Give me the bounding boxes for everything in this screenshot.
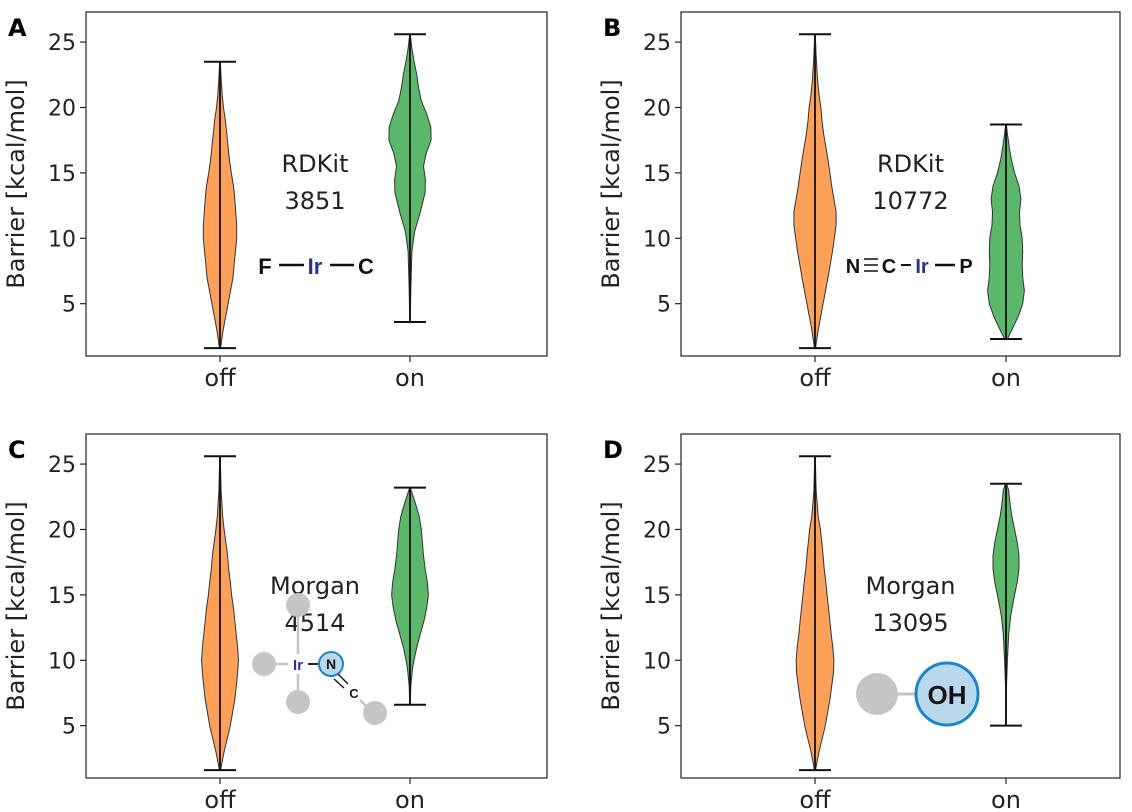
y-tick-label: 10 — [643, 227, 671, 252]
y-axis-label: Barrier [kcal/mol] — [2, 501, 30, 710]
neighbor-node — [363, 701, 387, 725]
y-tick-label: 15 — [643, 584, 671, 609]
y-tick-label: 15 — [48, 162, 76, 187]
y-tick-label: 25 — [643, 31, 671, 56]
x-tick-label-off: off — [204, 364, 236, 392]
y-tick-label: 10 — [48, 649, 76, 674]
structure-a: F Ir C — [258, 254, 374, 279]
plot-frame — [680, 11, 1121, 357]
panel-letter: A — [8, 14, 27, 42]
bond — [333, 678, 345, 689]
plot-frame — [85, 433, 548, 779]
panel-letter: D — [603, 436, 623, 464]
oh-node — [914, 661, 980, 727]
neighbor-node — [286, 593, 310, 617]
y-tick-label: 20 — [48, 518, 76, 543]
x-tick-label-on: on — [991, 364, 1021, 392]
y-tick-label: 15 — [48, 584, 76, 609]
fingerprint-type: RDKit — [282, 150, 349, 178]
atom-ir: Ir — [915, 256, 929, 278]
atom-c: C — [349, 686, 359, 701]
y-axis-label: Barrier [kcal/mol] — [597, 79, 625, 288]
atom-n-node — [318, 651, 344, 677]
atom-c: C — [882, 256, 896, 278]
y-tick-label: 5 — [62, 715, 76, 740]
atom-c: C — [358, 254, 374, 279]
y-axis-label: Barrier [kcal/mol] — [2, 79, 30, 288]
y-tick-label: 10 — [48, 227, 76, 252]
x-tick-label-on: on — [395, 364, 425, 392]
bond — [337, 673, 349, 685]
neighbor-node — [252, 652, 276, 676]
atom-p: P — [959, 256, 972, 278]
y-axis-label: Barrier [kcal/mol] — [597, 501, 625, 710]
y-tick-label: 20 — [643, 518, 671, 543]
x-tick-label-off: off — [799, 786, 831, 812]
neighbor-node — [856, 673, 898, 715]
x-tick-label-on: on — [991, 786, 1021, 812]
atom-n: N — [326, 656, 336, 672]
fingerprint-bit: 3851 — [284, 187, 345, 215]
y-tick-label: 25 — [643, 453, 671, 478]
fingerprint-bit: 13095 — [872, 609, 948, 637]
panel-letter: B — [603, 14, 621, 42]
x-tick-label-on: on — [395, 786, 425, 812]
panel-A: A Barrier [kcal/mol] 5 10 15 20 25 off on RDKit 38… — [2, 11, 548, 392]
y-tick-label: 5 — [62, 293, 76, 318]
atom-ir: Ir — [293, 657, 303, 674]
structure-c: Ir NC — [252, 593, 387, 725]
fingerprint-bit: 10772 — [872, 187, 948, 215]
plot-frame — [680, 433, 1121, 779]
x-tick-label-off: off — [799, 364, 831, 392]
panel-letter: C — [8, 436, 26, 464]
y-tick-label: 5 — [657, 293, 671, 318]
y-tick-label: 25 — [48, 453, 76, 478]
neighbor-node — [286, 690, 310, 714]
atom-oh: OH — [928, 680, 967, 710]
y-tick-label: 20 — [48, 96, 76, 121]
structure-d: OH — [856, 661, 980, 727]
y-tick-label: 5 — [657, 715, 671, 740]
y-tick-label: 15 — [643, 162, 671, 187]
y-tick-label: 10 — [643, 649, 671, 674]
y-tick-label: 25 — [48, 31, 76, 56]
y-tick-label: 20 — [643, 96, 671, 121]
atom-ir: Ir — [308, 254, 323, 279]
panel-B: B Barrier [kcal/mol] 5 10 15 20 25 off on RDKit 10… — [597, 11, 1121, 392]
structure-b: N C Ir P — [846, 256, 973, 278]
atom-n: N — [846, 256, 860, 278]
atom-f: F — [258, 254, 271, 279]
fingerprint-type: RDKit — [877, 150, 944, 178]
x-tick-label-off: off — [204, 786, 236, 812]
plot-frame — [85, 11, 548, 357]
panel-D: D Barrier [kcal/mol] 5 10 15 20 25 off on Morgan 1… — [597, 433, 1121, 812]
fingerprint-type: Morgan — [866, 572, 956, 600]
fingerprint-type: Morgan — [270, 572, 360, 600]
